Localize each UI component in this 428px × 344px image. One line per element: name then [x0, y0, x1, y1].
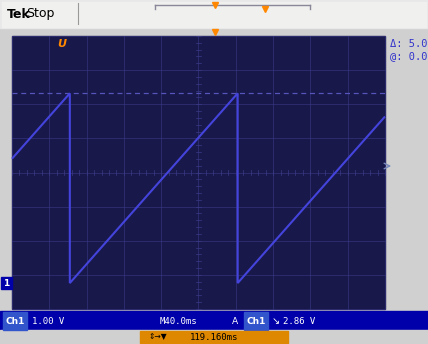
Text: 1: 1 — [3, 279, 9, 288]
Text: 2.86 V: 2.86 V — [283, 316, 315, 325]
Text: ↘: ↘ — [272, 316, 280, 326]
Bar — [0, 311, 428, 331]
Bar — [1, 277, 12, 289]
Bar — [2, 2, 426, 27]
Text: 119.160ms: 119.160ms — [190, 333, 238, 342]
Bar — [244, 312, 268, 330]
Bar — [0, 330, 428, 344]
Bar — [3, 312, 27, 330]
Text: 1.00 V: 1.00 V — [32, 316, 64, 325]
Text: M40.0ms: M40.0ms — [160, 316, 198, 325]
Text: Stop: Stop — [26, 8, 54, 21]
Text: Tek: Tek — [7, 8, 31, 21]
Text: @: 0.00 V: @: 0.00 V — [390, 51, 428, 61]
Bar — [140, 331, 288, 343]
Bar — [0, 0, 428, 28]
Text: Ch1: Ch1 — [5, 316, 25, 325]
Text: Ch1: Ch1 — [246, 316, 266, 325]
Bar — [12, 36, 385, 309]
Text: ⇕→▼: ⇕→▼ — [148, 333, 166, 342]
Text: A: A — [232, 316, 238, 325]
Text: Δ: 5.00 V: Δ: 5.00 V — [390, 39, 428, 49]
Text: U: U — [57, 39, 66, 49]
